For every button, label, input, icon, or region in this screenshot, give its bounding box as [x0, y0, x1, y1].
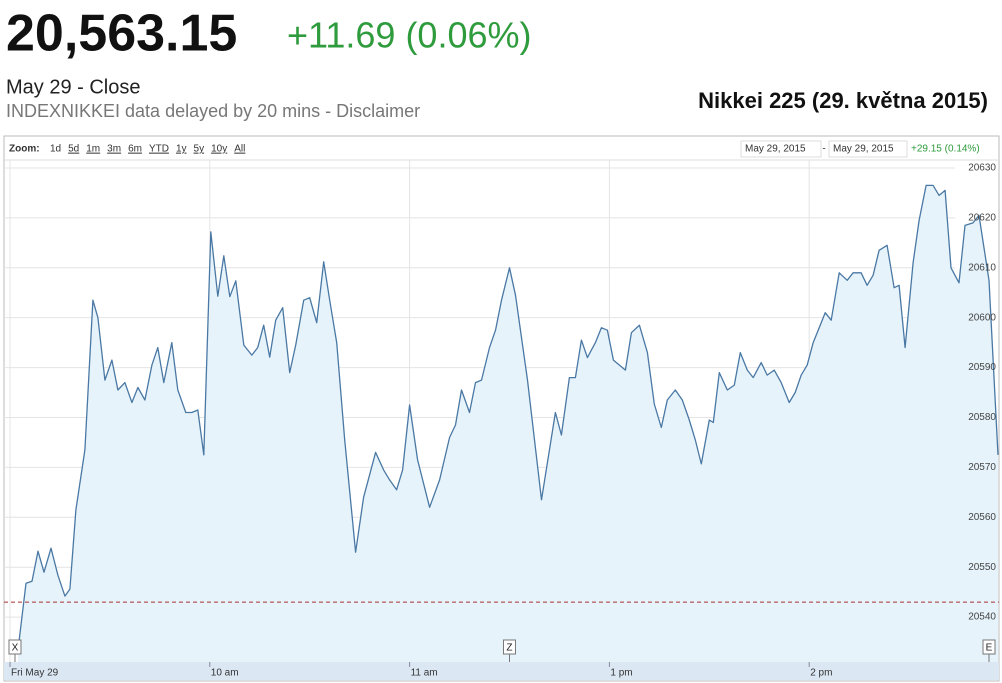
- range-end[interactable]: May 29, 2015: [833, 144, 894, 155]
- range-change: +29.15 (0.14%): [911, 144, 980, 155]
- y-tick-label: 20630: [968, 163, 996, 174]
- price-line: [17, 184, 999, 651]
- price-change: +11.69 (0.06%): [287, 15, 532, 56]
- flag[interactable]: [982, 639, 996, 655]
- y-tick-label: 20560: [968, 512, 996, 523]
- x-axis: Fri May 29 10 am 11 am 1 pm 2 pm: [9, 662, 832, 679]
- y-tick-label: 20550: [968, 562, 996, 573]
- plot-area: 20540 20550 20560 20570 20580 20590 20600 20610…: [4, 159, 999, 662]
- y-tick-label: 20570: [968, 462, 996, 473]
- y-tick-label: 20620: [968, 213, 996, 224]
- zoom-option[interactable]: All: [234, 144, 245, 155]
- y-tick-label: 20590: [968, 362, 996, 373]
- zoom-option[interactable]: 5d: [68, 144, 79, 155]
- y-tick-label: 20540: [968, 612, 996, 623]
- y-tick-label: 20600: [968, 312, 996, 323]
- flag-label[interactable]: Z: [506, 643, 512, 654]
- zoom-option[interactable]: 1d: [50, 144, 61, 155]
- zoom-options: 1d 5d 1m 3m 6m YTD 1y 5y 10y All: [50, 144, 245, 155]
- zoom-option[interactable]: 5y: [194, 144, 205, 155]
- x-axis-strip: [4, 662, 999, 680]
- range-separator: -: [822, 144, 825, 155]
- x-tick-label: 1 pm: [610, 668, 632, 679]
- range-box[interactable]: [740, 140, 822, 158]
- area-fill: [17, 185, 999, 662]
- flag-label[interactable]: E: [986, 643, 993, 654]
- status: May 29 - Close: [6, 76, 141, 98]
- zoom-option[interactable]: 10y: [211, 144, 227, 155]
- flag[interactable]: [8, 639, 22, 655]
- range-box[interactable]: [828, 140, 908, 158]
- price: 20,563.15: [6, 5, 237, 63]
- zoom-option[interactable]: 6m: [128, 144, 142, 155]
- zoom-label: Zoom:: [9, 144, 40, 155]
- x-tick-label: 11 am: [411, 668, 438, 679]
- chart-title: Nikkei 225 (29. května 2015): [698, 88, 988, 113]
- y-tick-label: 20580: [968, 412, 996, 423]
- x-tick-label: 10 am: [211, 668, 239, 679]
- flag[interactable]: [502, 639, 516, 655]
- range-start[interactable]: May 29, 2015: [745, 144, 806, 155]
- x-tick-label: Fri May 29: [11, 668, 59, 679]
- source[interactable]: INDEXNIKKEI data delayed by 20 mins - Di…: [6, 101, 420, 121]
- x-tick-label: 2 pm: [810, 668, 832, 679]
- zoom-option[interactable]: YTD: [149, 144, 169, 155]
- zoom-option[interactable]: 3m: [107, 144, 121, 155]
- zoom-option[interactable]: 1y: [176, 144, 187, 155]
- flag-label[interactable]: X: [12, 643, 19, 654]
- y-tick-label: 20610: [968, 262, 996, 273]
- zoom-option[interactable]: 1m: [86, 144, 100, 155]
